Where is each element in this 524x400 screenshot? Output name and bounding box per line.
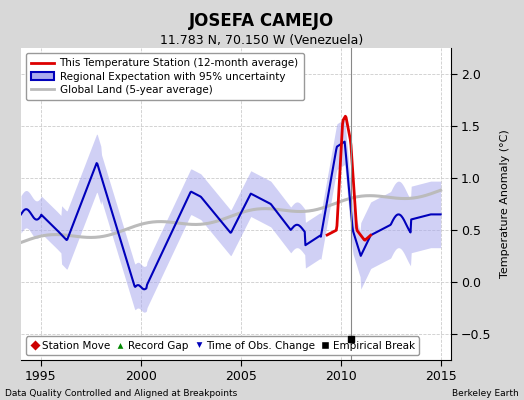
- Text: JOSEFA CAMEJO: JOSEFA CAMEJO: [189, 12, 335, 30]
- Y-axis label: Temperature Anomaly (°C): Temperature Anomaly (°C): [500, 130, 510, 278]
- Text: Berkeley Earth: Berkeley Earth: [452, 389, 519, 398]
- Legend: Station Move, Record Gap, Time of Obs. Change, Empirical Break: Station Move, Record Gap, Time of Obs. C…: [26, 336, 419, 355]
- Text: 11.783 N, 70.150 W (Venezuela): 11.783 N, 70.150 W (Venezuela): [160, 34, 364, 47]
- Text: Data Quality Controlled and Aligned at Breakpoints: Data Quality Controlled and Aligned at B…: [5, 389, 237, 398]
